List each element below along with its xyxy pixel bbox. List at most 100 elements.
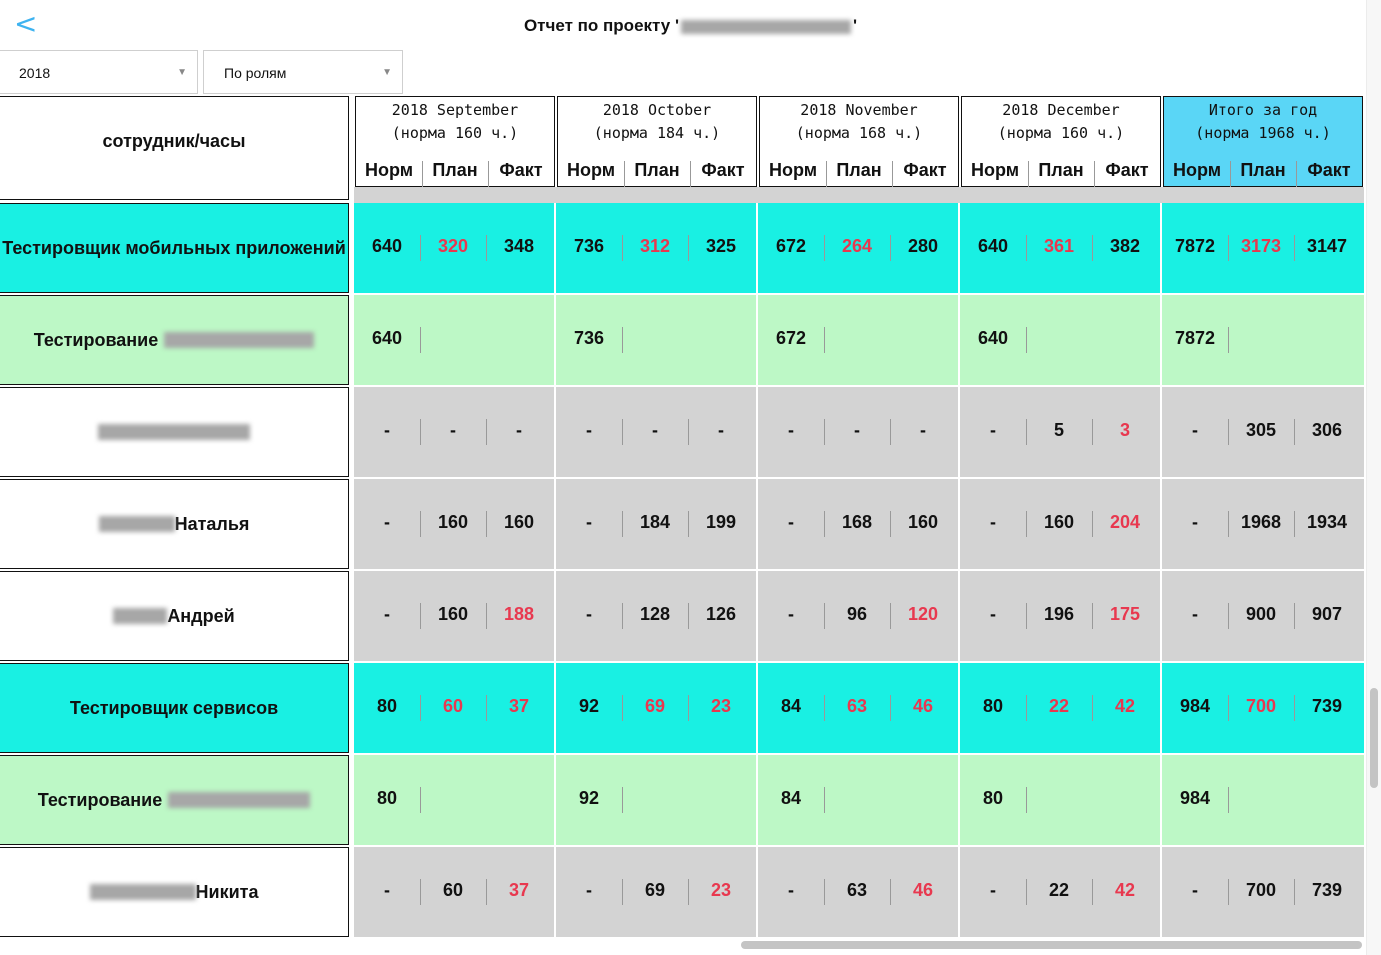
value-norm[interactable]: - <box>788 512 794 532</box>
value-fact[interactable]: 42 <box>1114 880 1136 900</box>
value-fact[interactable]: 1934 <box>1306 512 1348 532</box>
value-norm[interactable]: - <box>1192 604 1198 624</box>
value-fact[interactable]: 160 <box>907 512 939 532</box>
value-norm[interactable]: - <box>384 512 390 532</box>
value-norm[interactable]: - <box>384 420 390 440</box>
value-plan[interactable]: 63 <box>846 880 868 900</box>
value-fact[interactable]: 306 <box>1311 420 1343 440</box>
value-norm[interactable]: 984 <box>1179 788 1211 808</box>
value-plan[interactable]: 22 <box>1048 880 1070 900</box>
value-norm[interactable]: 84 <box>780 696 802 716</box>
row-name-person[interactable]: Никита <box>0 847 349 937</box>
row-name-project[interactable]: Тестирование <box>0 295 349 385</box>
value-norm[interactable]: 92 <box>578 788 600 808</box>
value-fact[interactable]: 204 <box>1109 512 1141 532</box>
value-norm[interactable]: - <box>788 604 794 624</box>
value-fact[interactable]: 280 <box>907 236 939 256</box>
value-norm[interactable]: 84 <box>780 788 802 808</box>
value-norm[interactable]: 7872 <box>1174 236 1216 256</box>
value-fact[interactable]: 907 <box>1311 604 1343 624</box>
mode-select[interactable]: По ролям ▼ <box>203 50 403 94</box>
value-norm[interactable]: - <box>1192 512 1198 532</box>
value-plan[interactable]: 700 <box>1245 880 1277 900</box>
value-fact[interactable]: 37 <box>508 696 530 716</box>
value-plan[interactable]: - <box>854 420 860 440</box>
value-plan[interactable]: 700 <box>1245 696 1277 716</box>
value-fact[interactable]: 739 <box>1311 880 1343 900</box>
value-fact[interactable]: 23 <box>710 880 732 900</box>
value-plan[interactable]: 1968 <box>1240 512 1282 532</box>
value-norm[interactable]: - <box>1192 420 1198 440</box>
value-plan[interactable]: 69 <box>644 880 666 900</box>
value-plan[interactable]: 361 <box>1043 236 1075 256</box>
value-norm[interactable]: 80 <box>376 696 398 716</box>
value-norm[interactable]: - <box>990 880 996 900</box>
value-norm[interactable]: 640 <box>977 328 1009 348</box>
value-fact[interactable]: 188 <box>503 604 535 624</box>
row-name-role[interactable]: Тестировщик сервисов <box>0 663 349 753</box>
value-fact[interactable]: 126 <box>705 604 737 624</box>
value-plan[interactable]: 69 <box>644 696 666 716</box>
value-norm[interactable]: 640 <box>371 236 403 256</box>
value-plan[interactable]: 5 <box>1053 420 1064 440</box>
row-name-person[interactable] <box>0 387 349 477</box>
value-fact[interactable]: 382 <box>1109 236 1141 256</box>
value-norm[interactable]: - <box>384 880 390 900</box>
value-norm[interactable]: 672 <box>775 328 807 348</box>
value-fact[interactable]: 199 <box>705 512 737 532</box>
value-norm[interactable]: 672 <box>775 236 807 256</box>
value-norm[interactable]: - <box>384 604 390 624</box>
back-button[interactable]: < <box>14 10 40 40</box>
value-norm[interactable]: 80 <box>982 788 1004 808</box>
value-plan[interactable]: 160 <box>1043 512 1075 532</box>
value-plan[interactable]: 305 <box>1245 420 1277 440</box>
value-norm[interactable]: 640 <box>371 328 403 348</box>
row-name-person[interactable]: Наталья <box>0 479 349 569</box>
value-fact[interactable]: 325 <box>705 236 737 256</box>
value-norm[interactable]: 80 <box>376 788 398 808</box>
value-plan[interactable]: 160 <box>437 604 469 624</box>
row-name-role[interactable]: Тестировщик мобильных приложений <box>0 203 349 293</box>
value-plan[interactable]: 160 <box>437 512 469 532</box>
row-name-project[interactable]: Тестирование <box>0 755 349 845</box>
value-fact[interactable]: - <box>920 420 926 440</box>
value-fact[interactable]: - <box>718 420 724 440</box>
value-fact[interactable]: 160 <box>503 512 535 532</box>
value-plan[interactable]: - <box>652 420 658 440</box>
value-norm[interactable]: 736 <box>573 236 605 256</box>
horizontal-scrollbar[interactable] <box>741 941 1362 949</box>
value-norm[interactable]: 92 <box>578 696 600 716</box>
value-plan[interactable]: 96 <box>846 604 868 624</box>
value-plan[interactable]: 63 <box>846 696 868 716</box>
value-norm[interactable]: - <box>1192 880 1198 900</box>
value-fact[interactable]: - <box>516 420 522 440</box>
value-plan[interactable]: 168 <box>841 512 873 532</box>
value-plan[interactable]: 312 <box>639 236 671 256</box>
value-plan[interactable]: 60 <box>442 880 464 900</box>
value-norm[interactable]: - <box>586 880 592 900</box>
value-fact[interactable]: 42 <box>1114 696 1136 716</box>
value-fact[interactable]: 23 <box>710 696 732 716</box>
value-norm[interactable]: 80 <box>982 696 1004 716</box>
value-norm[interactable]: - <box>788 420 794 440</box>
value-plan[interactable]: 264 <box>841 236 873 256</box>
value-fact[interactable]: 3147 <box>1306 236 1348 256</box>
value-plan[interactable]: 184 <box>639 512 671 532</box>
row-name-person[interactable]: Андрей <box>0 571 349 661</box>
value-fact[interactable]: 120 <box>907 604 939 624</box>
value-norm[interactable]: - <box>586 512 592 532</box>
value-norm[interactable]: - <box>990 604 996 624</box>
year-select[interactable]: 2018 ▼ <box>0 50 198 94</box>
value-norm[interactable]: - <box>586 420 592 440</box>
value-norm[interactable]: 640 <box>977 236 1009 256</box>
value-fact[interactable]: 46 <box>912 880 934 900</box>
value-plan[interactable]: 196 <box>1043 604 1075 624</box>
value-norm[interactable]: 7872 <box>1174 328 1216 348</box>
value-fact[interactable]: 3 <box>1119 420 1130 440</box>
value-norm[interactable]: - <box>788 880 794 900</box>
value-plan[interactable]: 22 <box>1048 696 1070 716</box>
value-plan[interactable]: 320 <box>437 236 469 256</box>
value-norm[interactable]: - <box>990 420 996 440</box>
value-norm[interactable]: - <box>990 512 996 532</box>
value-fact[interactable]: 37 <box>508 880 530 900</box>
